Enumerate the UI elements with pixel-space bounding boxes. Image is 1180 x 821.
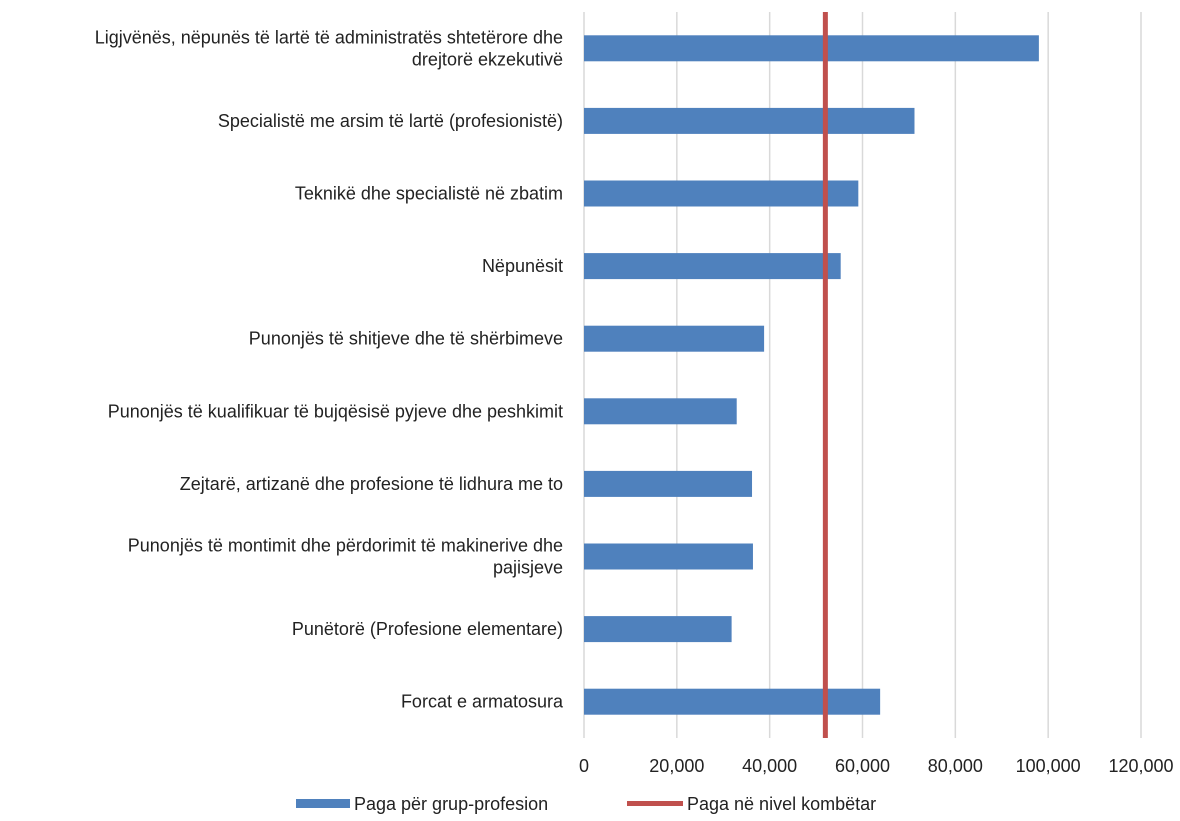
bar xyxy=(584,180,859,207)
legend-line-swatch xyxy=(627,801,683,806)
category-label: Nëpunësit xyxy=(482,256,563,276)
category-label: Zejtarë, artizanë dhe profesione të lidh… xyxy=(180,474,563,494)
legend-bar-swatch xyxy=(296,799,350,808)
bar xyxy=(584,470,753,497)
category-label: Punonjës të shitjeve dhe të shërbimeve xyxy=(249,329,563,349)
category-label: Punonjës të montimit dhe përdorimit të m… xyxy=(128,536,563,578)
bars xyxy=(584,35,1039,715)
bar xyxy=(584,253,841,280)
x-tick-label: 0 xyxy=(579,756,589,776)
x-tick-label: 20,000 xyxy=(649,756,704,776)
category-label: Punonjës të kualifikuar të bujqësisë pyj… xyxy=(108,401,563,421)
x-axis-tick-labels: 0 20,000 40,000 60,000 80,000 100,000 120,000 xyxy=(579,756,1174,776)
category-label: Punëtorë (Profesione elementare) xyxy=(292,619,563,639)
bar xyxy=(584,35,1039,62)
legend-bar-label: Paga për grup-profesion xyxy=(354,794,548,814)
x-tick-label: 60,000 xyxy=(835,756,890,776)
x-tick-label: 100,000 xyxy=(1016,756,1081,776)
bar xyxy=(584,543,753,570)
legend: Paga për grup-profesion Paga në nivel ko… xyxy=(296,794,876,814)
category-label: Ligjvënës, nëpunës të lartë të administr… xyxy=(95,27,563,69)
legend-line-label: Paga në nivel kombëtar xyxy=(687,794,876,814)
category-label: Specialistë me arsim të lartë (profesion… xyxy=(218,111,563,131)
bar xyxy=(584,688,881,715)
bar xyxy=(584,325,765,352)
category-label: Forcat e armatosura xyxy=(401,692,564,712)
bar xyxy=(584,107,915,134)
bar xyxy=(584,398,737,425)
bar xyxy=(584,616,732,643)
category-label: Teknikë dhe specialistë në zbatim xyxy=(295,184,563,204)
x-tick-label: 40,000 xyxy=(742,756,797,776)
x-tick-label: 80,000 xyxy=(928,756,983,776)
x-tick-label: 120,000 xyxy=(1108,756,1173,776)
category-labels: Ligjvënës, nëpunës të lartë të administr… xyxy=(95,27,564,711)
